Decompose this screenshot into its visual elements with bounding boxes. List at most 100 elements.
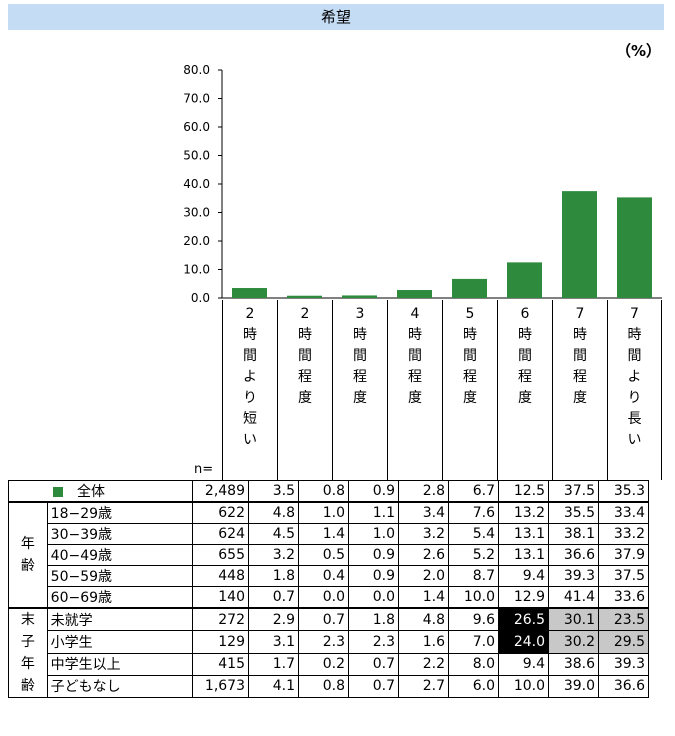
table-row: 年 齢 18−29歳 622 4.8 1.0 1.1 3.4 7.6 13.2 35.5 33.4 — [8, 501, 649, 609]
value-cell: 29.5 — [598, 630, 649, 654]
value-cell: 1.8 — [248, 565, 299, 587]
value-cell: 0.9 — [348, 480, 399, 503]
value-cell: 12.5 — [498, 480, 549, 503]
row-label: 全体 — [8, 480, 193, 503]
bar — [287, 295, 322, 298]
y-tick-label: 20.0 — [183, 234, 210, 248]
n-cell: 655 — [192, 544, 249, 566]
value-cell: 0.4 — [298, 565, 349, 587]
value-cell: 3.1 — [248, 630, 299, 654]
value-cell: 36.6 — [598, 674, 649, 699]
row-label-text: 全体 — [77, 484, 105, 500]
y-tick-label: 70.0 — [183, 92, 210, 106]
y-tick-label: 80.0 — [183, 63, 210, 77]
value-cell: 35.5 — [548, 501, 599, 524]
table-row: 30−39歳 624 4.5 1.4 1.0 3.2 5.4 13.1 38.1 33.2 — [9, 523, 649, 545]
row-label: 30−39歳 — [46, 523, 194, 545]
bar-chart: 0.0 10.0 20.0 30.0 40.0 50.0 60.0 70.0 80.0 — [183, 63, 662, 305]
y-tick-label: 10.0 — [183, 263, 210, 277]
value-cell: 1.6 — [398, 630, 449, 654]
value-cell: 0.5 — [298, 544, 349, 566]
value-cell: 0.9 — [348, 544, 399, 566]
value-cell: 3.2 — [248, 544, 299, 566]
value-cell: 3.5 — [248, 480, 299, 503]
x-category-label: 6 時 間 程 度 — [497, 300, 552, 480]
value-cell: 2.0 — [398, 565, 449, 587]
x-category-label: 2 時 間 よ り 短 い — [222, 300, 277, 480]
y-tick-label: 0.0 — [191, 291, 210, 305]
value-cell: 13.2 — [498, 501, 549, 524]
value-cell: 0.2 — [298, 652, 349, 676]
value-cell: 4.1 — [248, 674, 299, 699]
chart-title: 希望 — [320, 8, 351, 26]
value-cell: 0.0 — [348, 586, 399, 609]
value-cell: 38.6 — [548, 652, 599, 676]
value-cell: 37.9 — [598, 544, 649, 566]
value-cell: 2.2 — [398, 652, 449, 676]
row-label: 18−29歳 — [46, 501, 194, 524]
x-category-label: 3 時 間 程 度 — [332, 300, 387, 480]
value-cell: 0.7 — [348, 652, 399, 676]
value-cell: 7.6 — [448, 501, 499, 524]
value-cell: 13.1 — [498, 523, 549, 545]
value-cell: 1.0 — [298, 501, 349, 524]
value-cell: 2.9 — [248, 607, 299, 632]
data-table: 全体 2,489 3.5 0.8 0.9 2.8 6.7 12.5 37.5 35.3 年 齢 18−… — [8, 480, 649, 699]
value-cell: 35.3 — [598, 480, 649, 503]
value-cell: 9.4 — [498, 565, 549, 587]
y-tick-label: 60.0 — [183, 120, 210, 134]
value-cell: 33.2 — [598, 523, 649, 545]
chart-title-bar: 希望 — [8, 4, 664, 30]
y-tick-label: 50.0 — [183, 149, 210, 163]
value-cell: 1.4 — [298, 523, 349, 545]
bar — [342, 295, 377, 298]
n-cell: 129 — [192, 630, 249, 654]
value-cell: 1.4 — [398, 586, 449, 609]
value-cell: 0.0 — [298, 586, 349, 609]
row-label: 中学生以上 — [46, 652, 194, 676]
table-row: 子どもなし 1,673 4.1 0.8 0.7 2.7 6.0 10.0 39.0 36.6 — [9, 674, 649, 699]
table-row-total: 全体 2,489 3.5 0.8 0.9 2.8 6.7 12.5 37.5 35.3 — [8, 480, 649, 503]
x-category-label: 2 時 間 程 度 — [277, 300, 332, 480]
value-cell: 0.9 — [348, 565, 399, 587]
value-cell: 13.1 — [498, 544, 549, 566]
y-tick-label: 40.0 — [183, 177, 210, 191]
unit-label: （%） — [615, 42, 661, 60]
value-cell: 7.0 — [448, 630, 499, 654]
value-cell: 12.9 — [498, 586, 549, 609]
value-cell: 4.5 — [248, 523, 299, 545]
group-label: 年 齢 — [8, 501, 48, 609]
value-cell: 0.8 — [298, 480, 349, 503]
y-tick-label: 30.0 — [183, 206, 210, 220]
value-cell: 3.4 — [398, 501, 449, 524]
table-row: 中学生以上 415 1.7 0.2 0.7 2.2 8.0 9.4 38.6 39.3 — [9, 652, 649, 676]
table-row: 小学生 129 3.1 2.3 2.3 1.6 7.0 24.0 30.2 29.5 — [9, 630, 649, 654]
value-cell: 38.1 — [548, 523, 599, 545]
n-cell: 140 — [192, 586, 249, 609]
row-label: 40−49歳 — [46, 544, 194, 566]
table-row: 50−59歳 448 1.8 0.4 0.9 2.0 8.7 9.4 39.3 37.5 — [9, 565, 649, 587]
row-label: 60−69歳 — [46, 586, 194, 609]
n-cell: 1,673 — [192, 674, 249, 699]
value-cell: 1.7 — [248, 652, 299, 676]
value-cell: 8.0 — [448, 652, 499, 676]
value-cell: 9.6 — [448, 607, 499, 632]
bar — [232, 288, 267, 298]
value-cell: 5.2 — [448, 544, 499, 566]
n-cell: 624 — [192, 523, 249, 545]
value-cell: 39.3 — [598, 652, 649, 676]
value-cell: 26.5 — [498, 607, 549, 632]
value-cell: 23.5 — [598, 607, 649, 632]
n-cell: 448 — [192, 565, 249, 587]
value-cell: 39.0 — [548, 674, 599, 699]
value-cell: 24.0 — [498, 630, 549, 654]
row-label: 50−59歳 — [46, 565, 194, 587]
value-cell: 10.0 — [448, 586, 499, 609]
n-cell: 415 — [192, 652, 249, 676]
bar-series — [232, 191, 652, 298]
bar — [562, 191, 597, 298]
value-cell: 8.7 — [448, 565, 499, 587]
row-label: 小学生 — [46, 630, 194, 654]
x-category-label: 5 時 間 程 度 — [442, 300, 497, 480]
table-row: 末 子 年 齢未就学 272 2.9 0.7 1.8 4.8 9.6 26.5 30.1 23.5 — [8, 607, 649, 698]
